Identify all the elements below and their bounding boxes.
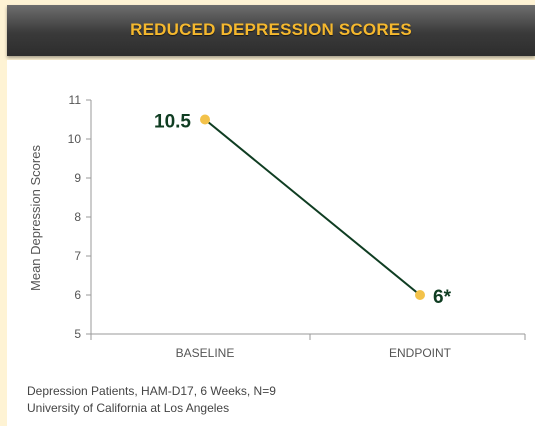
chart-header: REDUCED DEPRESSION SCORES (7, 5, 535, 56)
y-tick-label: 11 (69, 93, 82, 107)
y-tick-label: 10 (68, 132, 82, 146)
data-point (200, 114, 210, 125)
data-point (415, 290, 425, 300)
footnote-line-2: University of California at Los Angeles (27, 401, 230, 415)
chart-panel (7, 60, 535, 426)
x-tick-label: ENDPOINT (389, 346, 452, 360)
x-tick-label: BASELINE (176, 346, 235, 360)
data-label: 10.5 (154, 112, 191, 133)
data-label: 6* (433, 287, 452, 308)
y-tick-label: 5 (74, 327, 81, 341)
chart-title: REDUCED DEPRESSION SCORES (130, 20, 412, 39)
y-tick-label: 9 (74, 171, 81, 185)
y-axis-label: Mean Depression Scores (28, 145, 43, 291)
series-line (204, 118, 421, 296)
y-tick-label: 6 (74, 288, 81, 302)
y-tick-label: 8 (74, 210, 81, 224)
footnote-line-1: Depression Patients, HAM-D17, 6 Weeks, N… (27, 384, 276, 398)
y-tick-label: 7 (74, 249, 81, 263)
